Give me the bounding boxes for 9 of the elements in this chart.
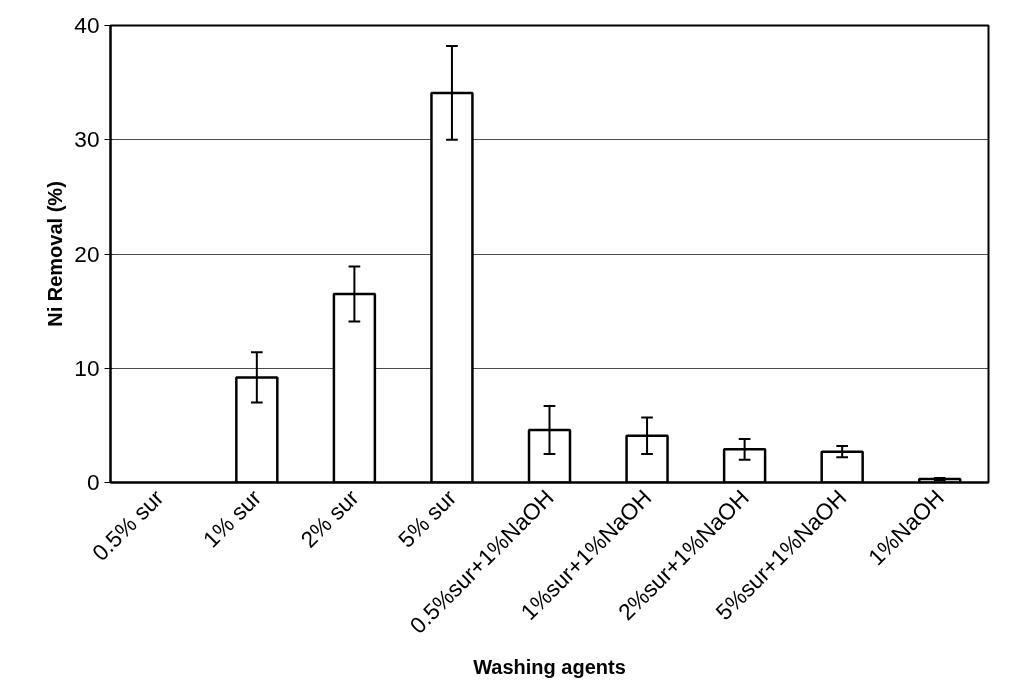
y-tick-label: 0 (86, 469, 100, 495)
x-tick-label: 2% sur (295, 483, 364, 553)
y-tick-label: 20 (74, 240, 100, 267)
y-tick-label: 40 (74, 12, 100, 38)
x-tick-label: 1% sur (197, 483, 267, 553)
y-tick-label: 10 (74, 354, 100, 381)
y-axis-title: Ni Removal (%) (44, 181, 67, 327)
x-axis-title: Washing agents (473, 655, 626, 678)
y-tick-label: 30 (74, 126, 100, 153)
